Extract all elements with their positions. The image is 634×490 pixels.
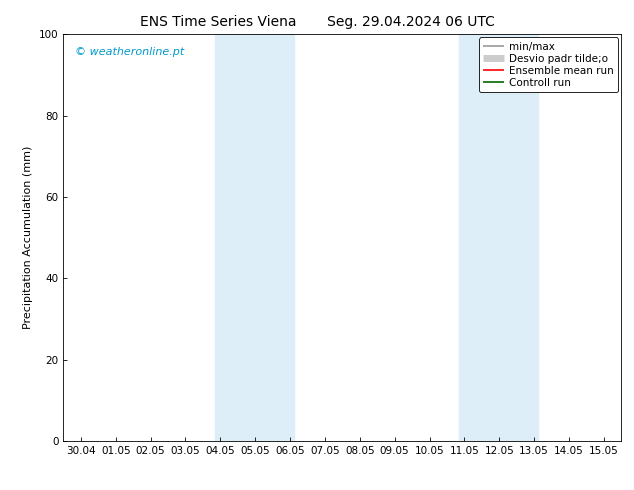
Bar — [215, 34, 294, 441]
Text: ENS Time Series Viena       Seg. 29.04.2024 06 UTC: ENS Time Series Viena Seg. 29.04.2024 06… — [139, 15, 495, 29]
Text: © weatheronline.pt: © weatheronline.pt — [75, 47, 184, 56]
Bar — [459, 34, 538, 441]
Y-axis label: Precipitation Accumulation (mm): Precipitation Accumulation (mm) — [23, 146, 34, 329]
Legend: min/max, Desvio padr tilde;o, Ensemble mean run, Controll run: min/max, Desvio padr tilde;o, Ensemble m… — [479, 37, 618, 92]
